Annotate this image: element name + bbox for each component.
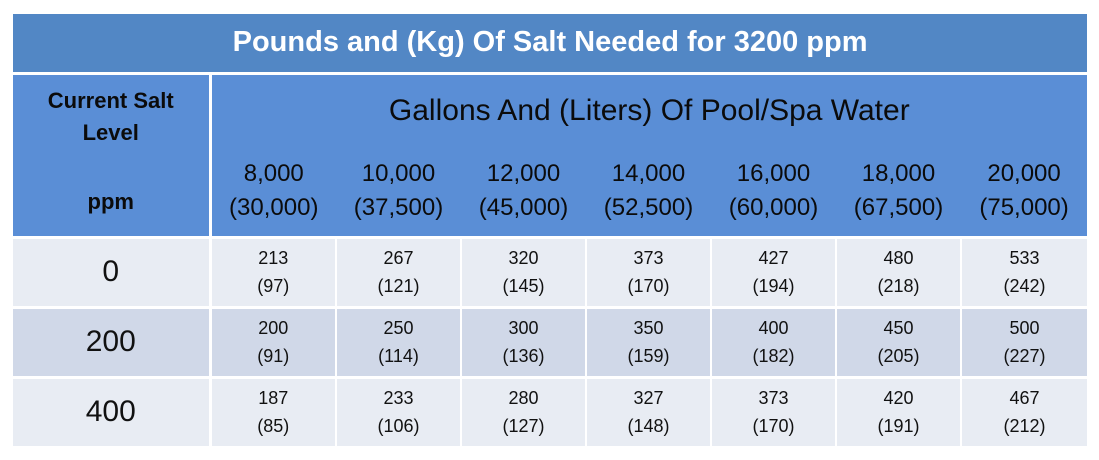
row-header-line2: Level <box>82 119 139 145</box>
lbs-value: 200 <box>258 318 289 339</box>
table-row: 0 213 (97) 267 (121) 320 (145) 373 (170) 427… <box>13 235 1088 308</box>
column-gallons: 20,000 <box>987 159 1061 187</box>
column-header: 14,000 (52,500) <box>586 146 711 238</box>
column-gallons: 12,000 <box>486 159 561 187</box>
kg-value: (182) <box>752 346 795 367</box>
table-cell: 480 (218) <box>836 235 962 308</box>
lbs-value: 533 <box>1009 248 1040 269</box>
table-cell: 533 (242) <box>961 235 1088 308</box>
lbs-value: 250 <box>383 318 414 339</box>
table-cell: 450 (205) <box>836 305 962 378</box>
column-gallons: 16,000 <box>736 159 811 187</box>
kg-value: (212) <box>1003 416 1046 437</box>
lbs-value: 327 <box>633 388 664 409</box>
table-cell: 350 (159) <box>586 305 712 378</box>
lbs-value: 373 <box>633 248 664 269</box>
lbs-value: 373 <box>758 388 789 409</box>
table-cell: 187 (85) <box>210 375 337 446</box>
kg-value: (148) <box>627 416 670 437</box>
kg-value: (227) <box>1003 346 1046 367</box>
column-header: 12,000 (45,000) <box>461 146 586 238</box>
table-cell: 427 (194) <box>711 235 837 308</box>
lbs-value: 350 <box>633 318 664 339</box>
salt-table: Pounds and (Kg) Of Salt Needed for 3200 … <box>13 14 1088 446</box>
column-header: 18,000 (67,500) <box>836 146 961 238</box>
column-liters: (67,500) <box>853 193 944 221</box>
table-row: 400 187 (85) 233 (106) 280 (127) 327 (148) 3… <box>13 375 1088 446</box>
lbs-value: 400 <box>758 318 789 339</box>
kg-value: (205) <box>877 346 920 367</box>
kg-value: (242) <box>1003 276 1046 297</box>
table-title: Pounds and (Kg) Of Salt Needed for 3200 … <box>13 14 1088 75</box>
kg-value: (97) <box>257 276 290 297</box>
lbs-value: 233 <box>383 388 414 409</box>
column-gallons: 8,000 <box>243 159 304 187</box>
column-header: 16,000 (60,000) <box>711 146 836 238</box>
lbs-value: 267 <box>383 248 414 269</box>
ppm-cell: 400 <box>13 375 212 446</box>
column-liters: (37,500) <box>353 193 444 221</box>
table-cell: 500 (227) <box>961 305 1088 378</box>
kg-value: (114) <box>378 346 419 367</box>
kg-value: (136) <box>502 346 545 367</box>
table-cell: 373 (170) <box>586 235 712 308</box>
column-gallons: 10,000 <box>361 159 436 187</box>
lbs-value: 467 <box>1009 388 1040 409</box>
table-cell: 267 (121) <box>336 235 462 308</box>
table-cell: 200 (91) <box>210 305 337 378</box>
kg-value: (145) <box>502 276 545 297</box>
lbs-value: 500 <box>1009 318 1040 339</box>
kg-value: (194) <box>752 276 795 297</box>
kg-value: (170) <box>752 416 795 437</box>
kg-value: (85) <box>257 416 290 437</box>
column-liters: (75,000) <box>979 193 1069 221</box>
column-group-title: Gallons And (Liters) Of Pool/Spa Water <box>210 73 1088 147</box>
column-header: 20,000 (75,000) <box>961 146 1088 238</box>
kg-value: (106) <box>377 416 420 437</box>
column-liters: (45,000) <box>478 193 569 221</box>
lbs-value: 427 <box>758 248 789 269</box>
lbs-value: 213 <box>258 248 289 269</box>
column-header: 8,000 (30,000) <box>210 146 336 238</box>
ppm-cell: 200 <box>13 305 212 378</box>
table-cell: 373 (170) <box>711 375 837 446</box>
kg-value: (127) <box>502 416 545 437</box>
ppm-cell: 0 <box>13 235 212 308</box>
row-header-ppm: ppm <box>87 188 134 214</box>
lbs-value: 320 <box>508 248 539 269</box>
lbs-value: 280 <box>508 388 539 409</box>
kg-value: (91) <box>257 346 290 367</box>
column-gallons: 18,000 <box>861 159 936 187</box>
kg-value: (218) <box>877 276 920 297</box>
lbs-value: 300 <box>508 318 539 339</box>
table-cell: 400 (182) <box>711 305 837 378</box>
table-cell: 280 (127) <box>461 375 587 446</box>
column-liters: (60,000) <box>728 193 819 221</box>
column-header: 10,000 (37,500) <box>336 146 461 238</box>
lbs-value: 480 <box>883 248 914 269</box>
table-cell: 213 (97) <box>210 235 337 308</box>
table-cell: 420 (191) <box>836 375 962 446</box>
column-liters: (30,000) <box>229 193 319 221</box>
row-header-cell: Current Salt Level ppm <box>13 73 212 238</box>
table-cell: 300 (136) <box>461 305 587 378</box>
column-gallons: 14,000 <box>611 159 686 187</box>
table-cell: 467 (212) <box>961 375 1088 446</box>
lbs-value: 420 <box>883 388 914 409</box>
table-cell: 233 (106) <box>336 375 462 446</box>
kg-value: (191) <box>877 416 920 437</box>
column-liters: (52,500) <box>603 193 694 221</box>
table-cell: 250 (114) <box>336 305 462 378</box>
table-cell: 320 (145) <box>461 235 587 308</box>
lbs-value: 187 <box>258 388 289 409</box>
row-header-line1: Current Salt <box>47 87 174 113</box>
kg-value: (170) <box>627 276 670 297</box>
table-cell: 327 (148) <box>586 375 712 446</box>
kg-value: (159) <box>627 346 670 367</box>
kg-value: (121) <box>377 276 420 297</box>
table-row: 200 200 (91) 250 (114) 300 (136) 350 (159) 4… <box>13 305 1088 378</box>
lbs-value: 450 <box>883 318 914 339</box>
